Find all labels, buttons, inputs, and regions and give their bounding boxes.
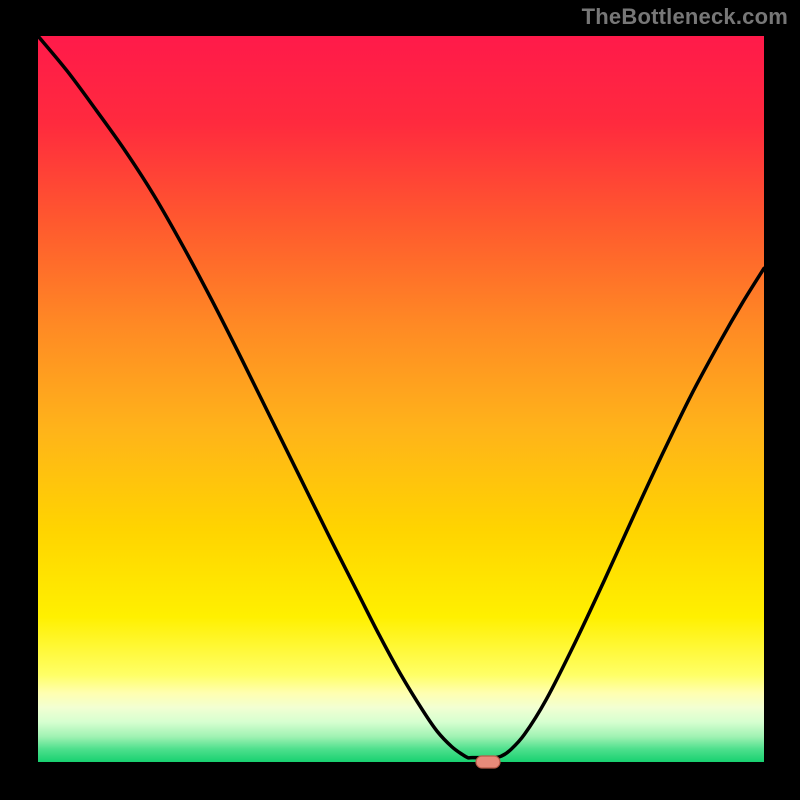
gradient-background: [38, 36, 764, 762]
watermark-label: TheBottleneck.com: [582, 4, 788, 30]
valley-marker-shape: [475, 755, 501, 769]
plot-area: [38, 36, 764, 762]
valley-marker: [475, 755, 501, 769]
plot-svg: [38, 36, 764, 762]
chart-outer: TheBottleneck.com: [0, 0, 800, 800]
